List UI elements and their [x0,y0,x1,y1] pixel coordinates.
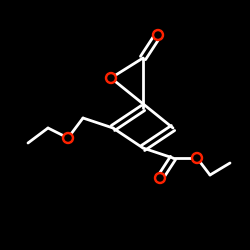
Circle shape [157,175,163,181]
Circle shape [155,32,161,38]
Circle shape [194,155,200,161]
Circle shape [154,172,166,184]
Circle shape [192,152,202,164]
Circle shape [152,30,164,40]
Circle shape [62,132,74,143]
Circle shape [65,135,71,141]
Circle shape [106,72,117,84]
Circle shape [108,75,114,81]
